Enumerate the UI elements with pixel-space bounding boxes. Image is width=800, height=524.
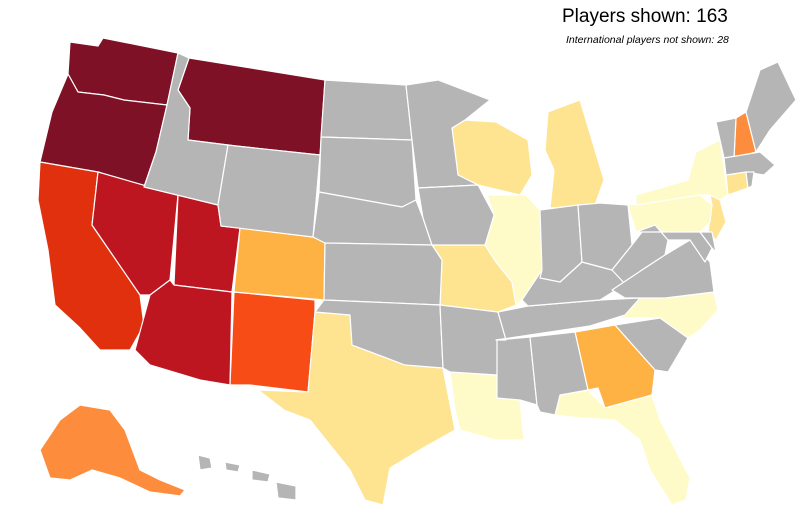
- state-minnesota: [405, 79, 491, 189]
- state-rhode-island: [745, 171, 755, 189]
- state-kansas: [323, 242, 443, 306]
- state-colorado: [233, 227, 326, 301]
- state-maine: [745, 61, 797, 153]
- state-alabama: [529, 331, 589, 416]
- state-south-carolina: [614, 317, 689, 373]
- state-hawaii: [197, 454, 297, 501]
- international-count: 28: [717, 34, 729, 46]
- state-north-dakota: [320, 79, 413, 141]
- state-virginia: [611, 239, 715, 299]
- state-wyoming: [217, 144, 321, 238]
- state-new-york: [635, 139, 729, 206]
- state-alaska: [39, 404, 186, 497]
- state-florida: [554, 389, 691, 506]
- players-shown-count: 163: [696, 6, 728, 27]
- state-delaware: [699, 231, 717, 253]
- players-shown-title: Players shown: 163: [562, 6, 728, 28]
- state-michigan: [544, 99, 605, 209]
- international-note: International players not shown: 28: [566, 34, 729, 46]
- state-montana: [177, 57, 326, 156]
- state-iowa: [417, 184, 495, 246]
- state-connecticut: [725, 171, 749, 196]
- players-shown-label: Players shown:: [562, 6, 691, 27]
- state-arizona: [134, 279, 233, 386]
- international-label: International players not shown:: [566, 34, 715, 46]
- state-massachusetts: [723, 151, 776, 176]
- state-new-mexico: [229, 291, 316, 393]
